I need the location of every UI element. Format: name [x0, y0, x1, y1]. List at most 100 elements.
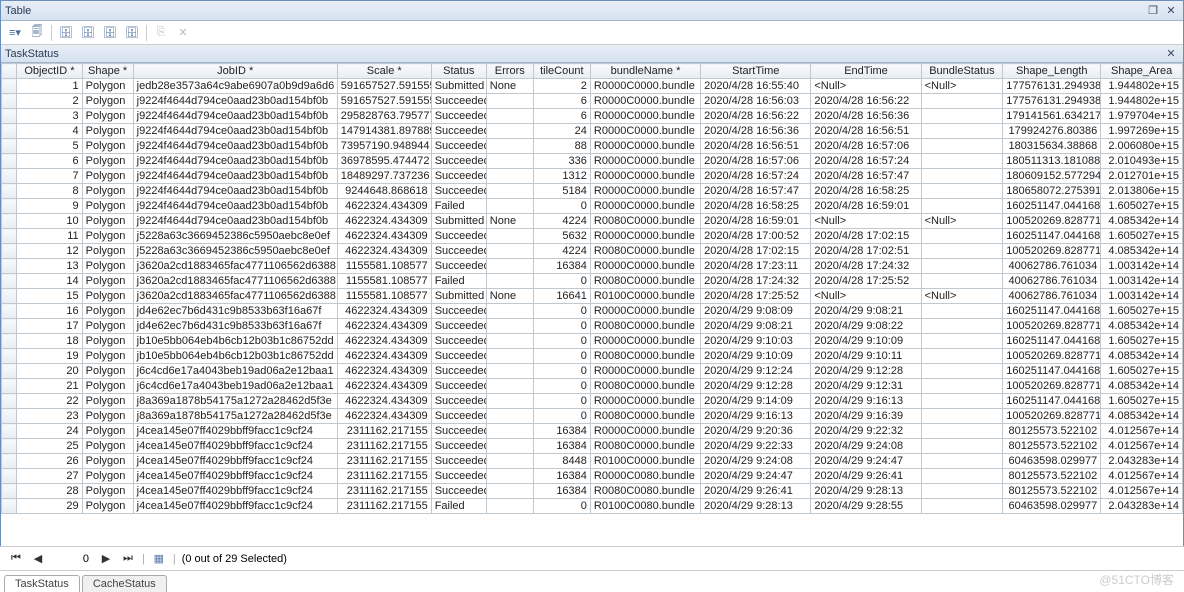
table-row[interactable]: 20Polygonj6c4cd6e17a4043beb19ad06a2e12ba…: [2, 364, 1183, 379]
x-grey-icon[interactable]: ✕: [175, 25, 191, 41]
menu-icon[interactable]: ≡▾: [7, 25, 23, 41]
table-row[interactable]: 11Polygonj5228a63c3669452386c5950aebc8e0…: [2, 229, 1183, 244]
table-row[interactable]: 5Polygonj9224f4644d794ce0aad23b0ad154bf0…: [2, 139, 1183, 154]
cell: [921, 184, 1003, 199]
row-selector[interactable]: [2, 199, 17, 214]
row-selector[interactable]: [2, 289, 17, 304]
table-row[interactable]: 14Polygonj3620a2cd1883465fac4771106562d6…: [2, 274, 1183, 289]
nav-first-button[interactable]: ⏮: [8, 551, 24, 567]
table-row[interactable]: 13Polygonj3620a2cd1883465fac4771106562d6…: [2, 259, 1183, 274]
copy-icon[interactable]: 🗐: [29, 25, 45, 41]
table-row[interactable]: 21Polygonj6c4cd6e17a4043beb19ad06a2e12ba…: [2, 379, 1183, 394]
db4-icon[interactable]: 🗄: [124, 25, 140, 41]
row-selector[interactable]: [2, 229, 17, 244]
column-header[interactable]: Shape_Area: [1101, 64, 1183, 79]
nav-last-button[interactable]: ⏭: [120, 551, 136, 567]
row-selector[interactable]: [2, 484, 17, 499]
row-selector[interactable]: [2, 394, 17, 409]
column-header[interactable]: Errors: [486, 64, 533, 79]
column-header[interactable]: EndTime: [811, 64, 921, 79]
table-row[interactable]: 22Polygonj8a369a1878b54175a1272a28462d5f…: [2, 394, 1183, 409]
table-row[interactable]: 28Polygonj4cea145e07ff4029bbff9facc1c9cf…: [2, 484, 1183, 499]
nav-options-button[interactable]: ▦: [151, 551, 167, 567]
row-selector[interactable]: [2, 364, 17, 379]
table-row[interactable]: 15Polygonj3620a2cd1883465fac4771106562d6…: [2, 289, 1183, 304]
table-row[interactable]: 8Polygonj9224f4644d794ce0aad23b0ad154bf0…: [2, 184, 1183, 199]
db2-icon[interactable]: 🗄: [80, 25, 96, 41]
del-grey-icon[interactable]: ⎘: [153, 25, 169, 41]
table-row[interactable]: 19Polygonjb10e5bb064eb4b6cb12b03b1c86752…: [2, 349, 1183, 364]
table-row[interactable]: 6Polygonj9224f4644d794ce0aad23b0ad154bf0…: [2, 154, 1183, 169]
table-scroll[interactable]: ObjectID *Shape *JobID *Scale *StatusErr…: [1, 63, 1183, 543]
column-header[interactable]: JobID *: [133, 64, 337, 79]
row-selector[interactable]: [2, 109, 17, 124]
tab-taskstatus[interactable]: TaskStatus: [4, 575, 80, 592]
table-row[interactable]: 7Polygonj9224f4644d794ce0aad23b0ad154bf0…: [2, 169, 1183, 184]
row-selector[interactable]: [2, 184, 17, 199]
column-header[interactable]: StartTime: [701, 64, 811, 79]
db3-icon[interactable]: 🗄: [102, 25, 118, 41]
column-header[interactable]: BundleStatus: [921, 64, 1003, 79]
column-header[interactable]: ObjectID *: [17, 64, 82, 79]
row-selector[interactable]: [2, 424, 17, 439]
window-restore-button[interactable]: ❐: [1145, 4, 1161, 18]
table-row[interactable]: 17Polygonjd4e62ec7b6d431c9b8533b63f16a67…: [2, 319, 1183, 334]
table-row[interactable]: 10Polygonj9224f4644d794ce0aad23b0ad154bf…: [2, 214, 1183, 229]
row-selector[interactable]: [2, 259, 17, 274]
tab-cachestatus[interactable]: CacheStatus: [82, 575, 167, 592]
table-row[interactable]: 2Polygonj9224f4644d794ce0aad23b0ad154bf0…: [2, 94, 1183, 109]
cell: [921, 274, 1003, 289]
panel-close-button[interactable]: ✕: [1163, 47, 1179, 60]
row-selector[interactable]: [2, 334, 17, 349]
table-row[interactable]: 16Polygonjd4e62ec7b6d431c9b8533b63f16a67…: [2, 304, 1183, 319]
cell: [486, 304, 533, 319]
table-row[interactable]: 9Polygonj9224f4644d794ce0aad23b0ad154bf0…: [2, 199, 1183, 214]
nav-prev-button[interactable]: ◀: [30, 551, 46, 567]
row-selector[interactable]: [2, 214, 17, 229]
row-selector[interactable]: [2, 79, 17, 94]
table-row[interactable]: 27Polygonj4cea145e07ff4029bbff9facc1c9cf…: [2, 469, 1183, 484]
table-row[interactable]: 1Polygonjedb28e3573a64c9abe6907a0b9d9a6d…: [2, 79, 1183, 94]
row-selector[interactable]: [2, 124, 17, 139]
row-selector[interactable]: [2, 274, 17, 289]
table-row[interactable]: 26Polygonj4cea145e07ff4029bbff9facc1c9cf…: [2, 454, 1183, 469]
cell: 2020/4/29 9:24:47: [701, 469, 811, 484]
row-selector[interactable]: [2, 499, 17, 514]
table-row[interactable]: 29Polygonj4cea145e07ff4029bbff9facc1c9cf…: [2, 499, 1183, 514]
cell: 2020/4/28 16:56:22: [811, 94, 921, 109]
row-selector[interactable]: [2, 169, 17, 184]
row-selector[interactable]: [2, 94, 17, 109]
row-selector[interactable]: [2, 139, 17, 154]
table-row[interactable]: 24Polygonj4cea145e07ff4029bbff9facc1c9cf…: [2, 424, 1183, 439]
row-selector[interactable]: [2, 439, 17, 454]
row-selector[interactable]: [2, 409, 17, 424]
table-row[interactable]: 23Polygonj8a369a1878b54175a1272a28462d5f…: [2, 409, 1183, 424]
window-close-button[interactable]: ✕: [1163, 4, 1179, 18]
table-row[interactable]: 25Polygonj4cea145e07ff4029bbff9facc1c9cf…: [2, 439, 1183, 454]
column-header[interactable]: tileCount: [533, 64, 590, 79]
cell: [486, 439, 533, 454]
db1-icon[interactable]: 🗄: [58, 25, 74, 41]
row-selector[interactable]: [2, 349, 17, 364]
column-header[interactable]: Scale *: [337, 64, 431, 79]
nav-record-input[interactable]: [52, 551, 92, 567]
table-row[interactable]: 4Polygonj9224f4644d794ce0aad23b0ad154bf0…: [2, 124, 1183, 139]
column-header[interactable]: Status: [431, 64, 486, 79]
row-selector[interactable]: [2, 454, 17, 469]
row-selector[interactable]: [2, 154, 17, 169]
column-header[interactable]: bundleName *: [590, 64, 700, 79]
row-selector[interactable]: [2, 304, 17, 319]
row-selector[interactable]: [2, 379, 17, 394]
table-row[interactable]: 18Polygonjb10e5bb064eb4b6cb12b03b1c86752…: [2, 334, 1183, 349]
table-row[interactable]: 3Polygonj9224f4644d794ce0aad23b0ad154bf0…: [2, 109, 1183, 124]
cell: 16384: [533, 469, 590, 484]
column-header[interactable]: Shape *: [82, 64, 133, 79]
row-selector[interactable]: [2, 319, 17, 334]
table-row[interactable]: 12Polygonj5228a63c3669452386c5950aebc8e0…: [2, 244, 1183, 259]
column-header[interactable]: Shape_Length: [1003, 64, 1101, 79]
toolbar-separator: [51, 25, 52, 41]
nav-next-button[interactable]: ▶: [98, 551, 114, 567]
row-selector[interactable]: [2, 244, 17, 259]
column-header[interactable]: [2, 64, 17, 79]
row-selector[interactable]: [2, 469, 17, 484]
